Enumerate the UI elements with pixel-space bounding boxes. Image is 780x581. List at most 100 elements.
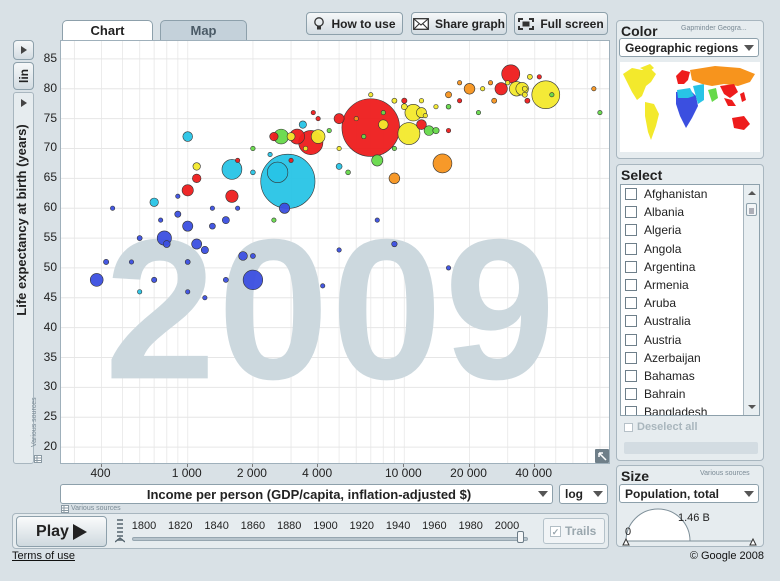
- scrollbar[interactable]: [743, 185, 759, 415]
- list-item[interactable]: Bahrain: [621, 385, 759, 403]
- country-checkbox[interactable]: [625, 279, 637, 292]
- data-point: [192, 173, 202, 183]
- lightbulb-icon: [314, 16, 325, 29]
- data-point: [401, 97, 408, 104]
- world-region-map[interactable]: [620, 62, 760, 152]
- data-point: [221, 159, 243, 180]
- y-scale-toggle[interactable]: lin: [13, 62, 34, 90]
- list-item[interactable]: Australia: [621, 312, 759, 330]
- y-tick-label: 30: [43, 379, 57, 394]
- data-point: [136, 235, 143, 241]
- data-point: [158, 217, 164, 223]
- timeline-track[interactable]: [132, 537, 528, 541]
- list-item[interactable]: Austria: [621, 331, 759, 349]
- data-point: [488, 80, 494, 86]
- country-checkbox[interactable]: [625, 206, 637, 219]
- country-checkbox[interactable]: [625, 333, 637, 346]
- deselect-all-button[interactable]: Deselect all: [624, 421, 698, 433]
- list-item[interactable]: Angola: [621, 240, 759, 258]
- data-point: [310, 129, 326, 144]
- data-point: [191, 238, 203, 250]
- trails-toggle[interactable]: ✓ Trails: [543, 518, 605, 544]
- chevron-down-icon: [744, 44, 754, 51]
- tab-map[interactable]: Map: [160, 20, 247, 40]
- y-axis-chooser-button[interactable]: [13, 40, 34, 60]
- data-point: [209, 205, 215, 211]
- plot-canvas[interactable]: 2009: [61, 41, 610, 464]
- how-to-use-button[interactable]: How to use: [306, 12, 403, 35]
- color-select[interactable]: Geographic regions: [619, 38, 759, 57]
- timeline-year-label: 1880: [276, 520, 302, 532]
- data-point: [103, 259, 110, 265]
- x-axis-select-label: Income per person (GDP/capita, inflation…: [146, 486, 472, 502]
- scroll-up-icon[interactable]: [744, 187, 760, 199]
- country-checkbox[interactable]: [625, 369, 637, 382]
- year-timeline[interactable]: 1800 1820 1840 1860 1880 1900 1920 1940 1960 1980…: [130, 516, 536, 547]
- country-checkbox[interactable]: [625, 224, 637, 237]
- grip-icon: [749, 208, 754, 214]
- share-graph-button[interactable]: Share graph: [411, 12, 507, 35]
- country-checkbox[interactable]: [625, 260, 637, 273]
- data-point: [597, 110, 603, 116]
- transparency-slider[interactable]: [624, 442, 758, 454]
- table-icon[interactable]: [34, 455, 42, 463]
- play-button[interactable]: Play: [16, 516, 107, 547]
- data-point: [250, 253, 256, 259]
- y-axis-label-box[interactable]: [13, 92, 34, 464]
- chevron-down-icon: [744, 490, 754, 497]
- size-gauge[interactable]: [620, 505, 760, 547]
- country-checkbox[interactable]: [625, 242, 637, 255]
- y-tick-label: 20: [43, 439, 57, 454]
- country-checkbox[interactable]: [625, 388, 637, 401]
- data-point: [271, 217, 277, 223]
- size-select[interactable]: Population, total: [619, 484, 759, 503]
- list-item[interactable]: Afghanistan: [621, 185, 759, 203]
- country-checkbox[interactable]: [625, 297, 637, 310]
- list-item[interactable]: Bangladesh: [621, 403, 759, 415]
- list-item[interactable]: Bahamas: [621, 367, 759, 385]
- data-point: [279, 202, 291, 214]
- list-item[interactable]: Argentina: [621, 258, 759, 276]
- country-label: Angola: [644, 241, 682, 256]
- list-item[interactable]: Azerbaijan: [621, 349, 759, 367]
- terms-of-use-link[interactable]: Terms of use: [12, 550, 75, 562]
- x-various-sources: Various sources: [71, 505, 121, 512]
- chart-area[interactable]: 2009: [60, 40, 610, 464]
- full-screen-button[interactable]: Full screen: [514, 12, 608, 35]
- data-point: [174, 210, 182, 218]
- data-point: [185, 289, 191, 295]
- data-point: [423, 125, 435, 136]
- data-point: [260, 153, 316, 209]
- timeline-thumb[interactable]: [517, 531, 524, 543]
- country-checkbox[interactable]: [625, 315, 637, 328]
- country-list[interactable]: Afghanistan Albania Algeria Angola Argentina…: [620, 184, 760, 416]
- playback-panel: [12, 513, 609, 549]
- country-label: Afghanistan: [644, 187, 708, 202]
- x-scale-select[interactable]: log: [559, 484, 608, 504]
- timeline-year-label: 1920: [349, 520, 375, 532]
- x-tick-mark: [533, 464, 535, 467]
- list-item[interactable]: Albania: [621, 203, 759, 221]
- data-point: [184, 259, 191, 265]
- y-tick-label: 25: [43, 409, 57, 424]
- country-checkbox[interactable]: [625, 351, 637, 364]
- share-graph-label: Share graph: [434, 16, 506, 31]
- chevron-down-icon: [593, 491, 603, 497]
- scroll-down-icon[interactable]: [744, 401, 760, 413]
- list-item[interactable]: Algeria: [621, 221, 759, 239]
- list-item[interactable]: Aruba: [621, 294, 759, 312]
- tab-chart[interactable]: Chart: [62, 20, 153, 40]
- table-icon[interactable]: [61, 505, 69, 513]
- scroll-thumb[interactable]: [746, 203, 757, 216]
- country-checkbox[interactable]: [625, 188, 637, 201]
- country-label: Austria: [644, 332, 682, 347]
- speed-icon[interactable]: [115, 518, 125, 546]
- data-point: [416, 119, 427, 130]
- trails-checkbox[interactable]: ✓: [550, 525, 561, 537]
- x-axis-select[interactable]: Income per person (GDP/capita, inflation…: [60, 484, 553, 504]
- full-screen-label: Full screen: [540, 16, 604, 31]
- data-point: [286, 132, 296, 141]
- list-item[interactable]: Armenia: [621, 276, 759, 294]
- country-checkbox[interactable]: [625, 406, 637, 415]
- copyright-text: © Google 2008: [689, 550, 764, 562]
